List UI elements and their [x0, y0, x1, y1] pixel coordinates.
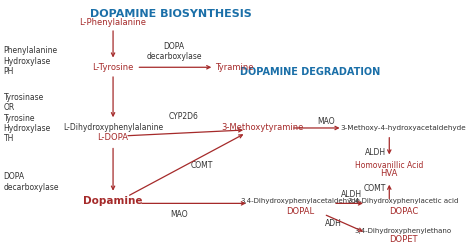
Text: HVA: HVA — [381, 170, 398, 179]
Text: CYP2D6: CYP2D6 — [168, 112, 198, 121]
Text: 3,4-Dihydroxyphenylacetic acid: 3,4-Dihydroxyphenylacetic acid — [348, 198, 458, 204]
Text: DOPAC: DOPAC — [389, 207, 418, 216]
Text: DOPAMINE BIOSYNTHESIS: DOPAMINE BIOSYNTHESIS — [90, 9, 251, 19]
Text: L-Tyrosine: L-Tyrosine — [92, 63, 134, 72]
Text: ADH: ADH — [325, 220, 342, 228]
Text: 3-Methoxy-4-hydroxyacetaldehyde: 3-Methoxy-4-hydroxyacetaldehyde — [340, 125, 466, 131]
Text: 3,4-Dihydroxyphenylacetaldehyde: 3,4-Dihydroxyphenylacetaldehyde — [240, 198, 360, 204]
Text: ALDH: ALDH — [341, 190, 363, 199]
Text: 3-Methoxytyramine: 3-Methoxytyramine — [222, 123, 304, 133]
Text: Homovanillic Acid: Homovanillic Acid — [355, 161, 423, 170]
Text: MAO: MAO — [317, 117, 335, 126]
Text: DOPA
decarboxylase: DOPA decarboxylase — [146, 42, 201, 61]
Text: COMT: COMT — [191, 161, 213, 170]
Text: COMT: COMT — [364, 184, 386, 193]
Text: ALDH: ALDH — [365, 148, 386, 157]
Text: L-DOPA: L-DOPA — [98, 133, 128, 142]
Text: Dopamine: Dopamine — [83, 196, 143, 206]
Text: Tyramine: Tyramine — [216, 63, 254, 72]
Text: MAO: MAO — [170, 210, 187, 219]
Text: 3,4-Dihydroxyphenylethano: 3,4-Dihydroxyphenylethano — [355, 228, 452, 234]
Text: Tyrosinase
OR
Tyrosine
Hydroxylase
TH: Tyrosinase OR Tyrosine Hydroxylase TH — [3, 93, 51, 144]
Text: DOPET: DOPET — [389, 235, 418, 244]
Text: DOPAMINE DEGRADATION: DOPAMINE DEGRADATION — [239, 67, 380, 77]
Text: DOPA
decarboxylase: DOPA decarboxylase — [3, 172, 59, 192]
Text: L-Dihydroxyphenylalanine: L-Dihydroxyphenylalanine — [63, 123, 163, 133]
Text: DOPAL: DOPAL — [286, 207, 314, 216]
Text: Phenylalanine
Hydroxylase
PH: Phenylalanine Hydroxylase PH — [3, 47, 58, 76]
Text: L-Phenylalanine: L-Phenylalanine — [80, 18, 146, 27]
